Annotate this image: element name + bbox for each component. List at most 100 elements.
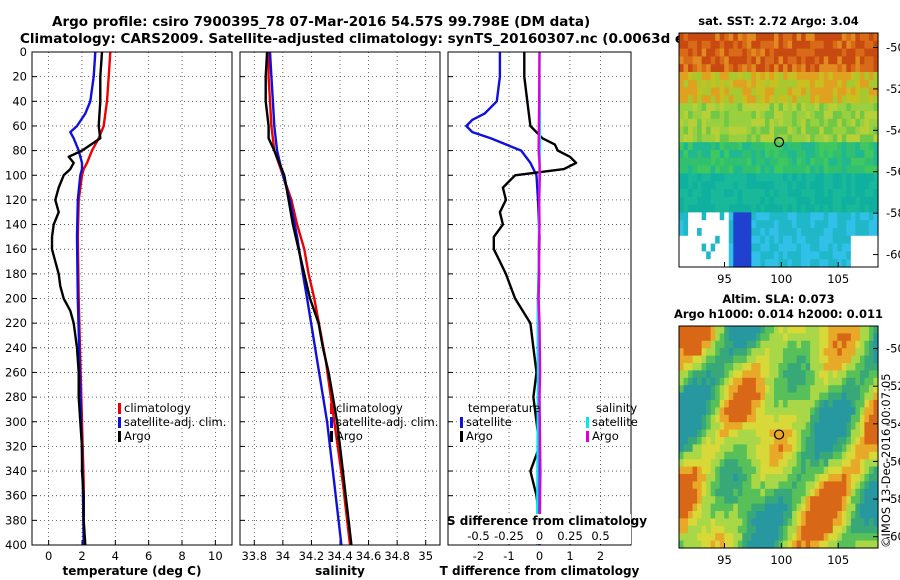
map-cell xyxy=(742,488,748,497)
map-cell xyxy=(783,228,789,237)
map-cell xyxy=(819,363,825,371)
map-cell xyxy=(864,540,870,549)
map-cell xyxy=(846,474,852,482)
x-tick-label: 0 xyxy=(45,549,52,563)
map-cell xyxy=(755,173,762,182)
map-cell xyxy=(837,466,843,475)
map-cell xyxy=(841,348,847,357)
map-cell xyxy=(719,363,725,371)
legend-title-temperature: temperature xyxy=(468,401,540,415)
map-cell xyxy=(746,392,752,401)
map-cell xyxy=(855,126,861,135)
map-cell xyxy=(769,150,775,159)
map-cell xyxy=(692,142,698,151)
map-cell xyxy=(805,235,811,245)
map-cell xyxy=(796,235,802,245)
map-cell xyxy=(873,33,879,42)
map-cell xyxy=(710,525,716,534)
map-cell xyxy=(697,142,703,151)
map-cell xyxy=(764,212,771,221)
map-cell xyxy=(769,466,775,475)
map-cell xyxy=(769,525,775,534)
map-cell xyxy=(805,126,811,135)
map-cell xyxy=(859,355,866,364)
map-cell xyxy=(746,251,752,260)
map-cell xyxy=(728,134,734,143)
map-cell xyxy=(828,363,834,371)
map-cell xyxy=(814,407,820,416)
map-cell xyxy=(715,496,721,505)
map-cell xyxy=(715,173,721,182)
map-cell xyxy=(792,392,798,401)
map-cell xyxy=(837,181,843,190)
map-cell xyxy=(746,235,752,245)
map-cell xyxy=(819,204,825,213)
map-cell xyxy=(841,157,847,167)
map-cell xyxy=(760,235,766,245)
map-cell xyxy=(764,64,771,73)
map-cell xyxy=(733,525,739,534)
map-cell xyxy=(751,235,757,245)
map-cell xyxy=(697,392,703,401)
x-tick-label: 34.4 xyxy=(327,549,353,563)
map-cell xyxy=(801,355,807,364)
map-cell xyxy=(850,235,856,245)
map-cell xyxy=(715,326,721,334)
map-cell xyxy=(823,87,829,96)
map-cell xyxy=(746,56,752,65)
map-cell xyxy=(787,79,793,89)
map-cell xyxy=(742,95,748,104)
map-cell xyxy=(697,220,703,229)
map-cell xyxy=(850,340,856,349)
map-cell xyxy=(715,111,721,120)
map-cell xyxy=(805,40,811,50)
map-cell xyxy=(850,348,856,357)
map-cell xyxy=(701,392,707,401)
map-cell xyxy=(742,56,748,65)
map-cell xyxy=(710,118,716,128)
map-cell xyxy=(837,56,843,65)
map-cell xyxy=(864,56,870,65)
map-cell xyxy=(832,142,838,151)
map-cell xyxy=(764,150,771,159)
map-cell xyxy=(855,56,861,65)
map-cell xyxy=(742,466,748,475)
map-cell xyxy=(724,251,730,260)
map-cell xyxy=(868,377,875,386)
map-cell xyxy=(746,134,752,143)
map-cell xyxy=(719,79,725,89)
map-cell xyxy=(688,540,694,549)
map-cell xyxy=(841,64,847,73)
map-y-tick-label: -52 xyxy=(886,379,900,393)
map-cell xyxy=(792,518,798,527)
map-cell xyxy=(796,196,802,206)
argo-location-marker xyxy=(773,429,785,440)
x-tick-label: 0 xyxy=(536,549,543,563)
map-cell xyxy=(819,511,825,519)
map-cell xyxy=(715,212,721,221)
map-cell xyxy=(801,228,807,237)
map-cell xyxy=(859,422,866,431)
map-cell xyxy=(724,511,730,519)
map-cell xyxy=(746,444,752,453)
map-cell xyxy=(751,64,757,73)
map-cell xyxy=(868,459,875,468)
map-cell xyxy=(855,134,861,143)
map-cell xyxy=(692,481,698,490)
map-cell xyxy=(742,481,748,490)
map-cell xyxy=(679,437,685,445)
map-cell xyxy=(683,488,689,497)
map-cell xyxy=(859,429,866,438)
map-cell xyxy=(855,503,861,512)
map-cell xyxy=(792,400,798,408)
map-cell xyxy=(792,422,798,431)
map-cell xyxy=(719,40,725,50)
map-cell xyxy=(864,181,870,190)
x-tick-label: 1 xyxy=(566,549,573,563)
map-cell xyxy=(751,40,757,50)
map-cell xyxy=(679,363,685,371)
map-cell xyxy=(805,481,811,490)
map-cell xyxy=(859,220,866,229)
map-cell xyxy=(801,181,807,190)
map-cell xyxy=(805,228,811,237)
